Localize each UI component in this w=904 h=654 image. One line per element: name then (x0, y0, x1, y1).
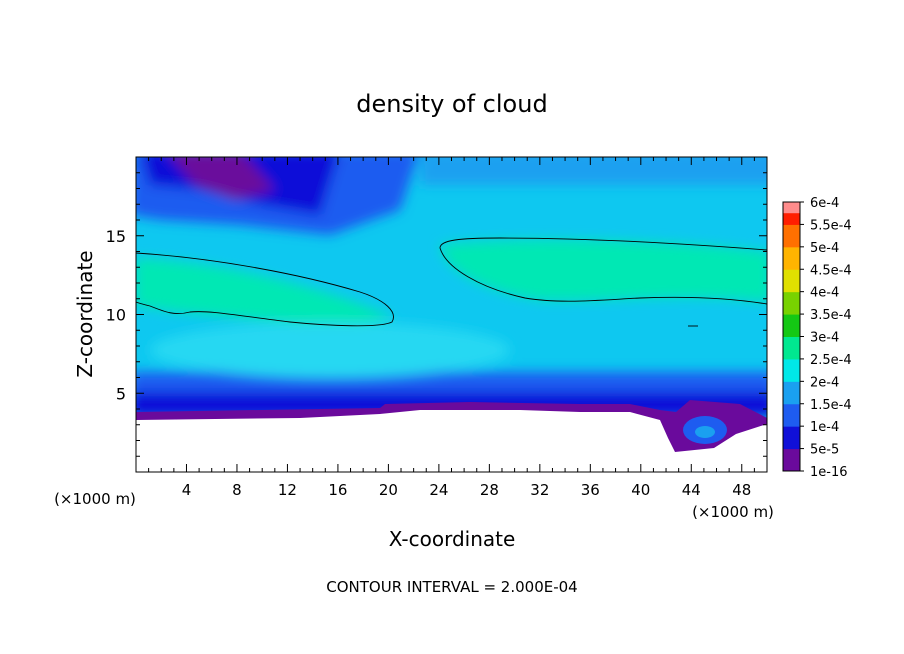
x-tick-label: 24 (429, 481, 448, 499)
x-axis-label: X-coordinate (389, 527, 516, 551)
x-tick-label: 28 (480, 481, 499, 499)
terrain-vortex-core (695, 426, 715, 438)
contour-line-left (136, 252, 394, 327)
x-tick-label: 48 (732, 481, 751, 499)
x-unit-right: (×1000 m) (692, 503, 774, 521)
x-tick-label: 8 (232, 481, 242, 499)
y-tick-label: 15 (106, 227, 126, 246)
colorbar-label: 2.5e-4 (810, 353, 852, 368)
colorbar-label: 5e-5 (810, 443, 839, 458)
colorbar-label: 2e-4 (810, 375, 839, 390)
colorbar: 1e-16 5e-5 1e-4 1.5e-4 2e-4 2.5e-4 3e-4 3.5e-4 4… (782, 196, 852, 480)
field-top-purple (171, 157, 275, 200)
colorbar-band (783, 269, 800, 293)
colorbar-label: 3.5e-4 (810, 308, 852, 323)
colorbar-label: 1e-4 (810, 420, 839, 435)
colorbar-band-top (783, 202, 800, 214)
x-tick-label: 12 (278, 481, 297, 499)
plot-area (136, 157, 767, 472)
x-tick-label: 44 (682, 481, 701, 499)
field-light-blob (150, 322, 510, 378)
colorbar-label: 5.5e-4 (810, 218, 852, 233)
chart-title: density of cloud (356, 90, 547, 118)
x-unit-left: (×1000 m) (54, 490, 136, 508)
colorbar-band (783, 358, 800, 382)
colorbar-band (783, 224, 800, 248)
x-tick-label: 20 (379, 481, 398, 499)
colorbar-band (783, 336, 800, 360)
field-mid-left-teal (136, 258, 395, 324)
colorbar-band (783, 381, 800, 405)
colorbar-band (783, 314, 800, 337)
contour-interval-footer: CONTOUR INTERVAL = 2.000E-04 (326, 578, 577, 596)
x-tick-label: 4 (182, 481, 192, 499)
x-axis-ticks: 4 8 12 16 20 24 28 32 36 40 44 48 (148, 157, 755, 499)
colorbar-label: 3e-4 (810, 331, 839, 346)
colorbar-label: 1e-16 (810, 465, 848, 480)
colorbar-band (783, 291, 800, 315)
x-tick-label: 40 (631, 481, 650, 499)
y-tick-label: 5 (116, 384, 126, 403)
y-axis-ticks: 5 10 15 (106, 172, 767, 457)
colorbar-band (783, 448, 800, 472)
colorbar-label: 5e-4 (810, 241, 839, 256)
colorbar-label: 1.5e-4 (810, 398, 852, 413)
colorbar-band (783, 403, 800, 427)
x-tick-label: 16 (328, 481, 347, 499)
colorbar-band (783, 426, 800, 450)
x-tick-label: 32 (530, 481, 549, 499)
field-mid-right-teal (440, 239, 767, 302)
colorbar-band (783, 246, 800, 270)
colorbar-label: 6e-4 (810, 196, 839, 211)
colorbar-label: 4.5e-4 (810, 263, 852, 278)
ground-terrain (136, 410, 767, 472)
contour-line-right (439, 237, 767, 305)
y-axis-label: Z-coordinate (73, 250, 97, 377)
field-top-strip (420, 157, 767, 185)
colorbar-label: 4e-4 (810, 286, 839, 301)
y-tick-label: 10 (106, 306, 126, 325)
x-tick-label: 36 (581, 481, 600, 499)
